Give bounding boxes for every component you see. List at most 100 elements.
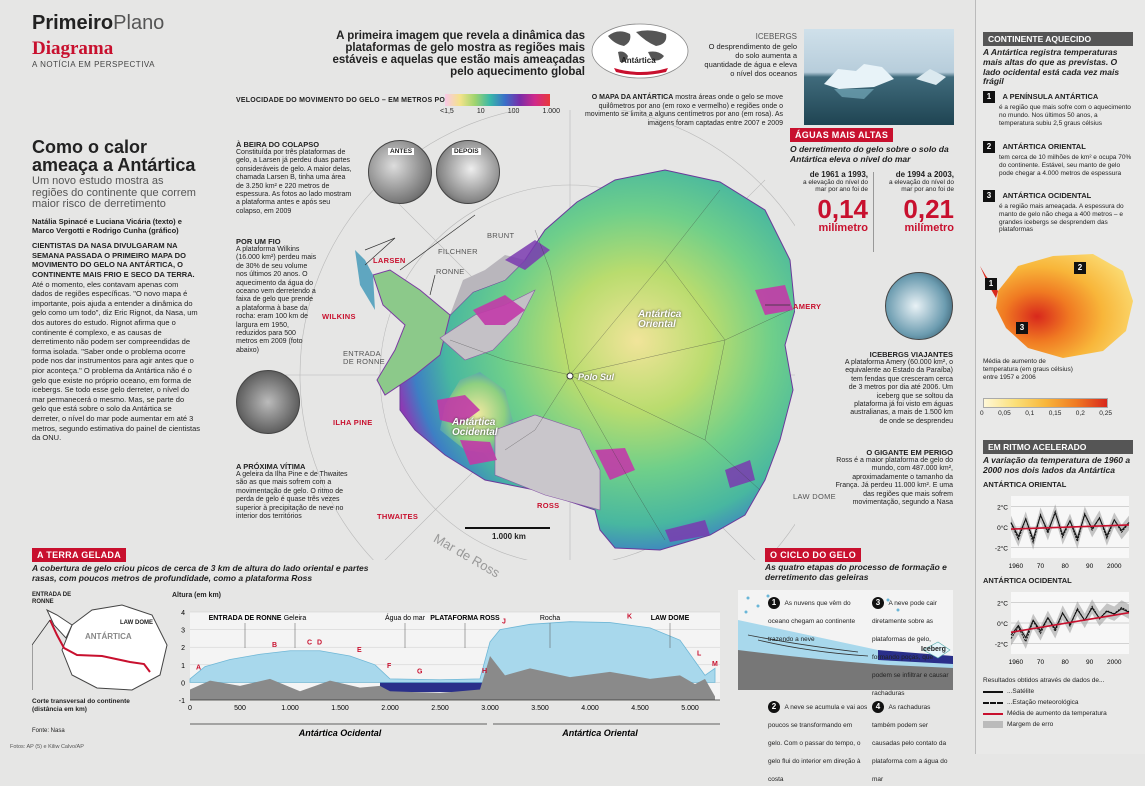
legend-satelite: ...Satélite: [1007, 688, 1035, 695]
ciclo-intro: As quatro etapas do processo de formação…: [765, 562, 947, 582]
profile-section-oriental: Antártica Oriental: [561, 728, 638, 738]
speed-scale-bar: [445, 94, 550, 106]
profile-x-tick: 3.500: [531, 705, 549, 712]
ritmo-legend-title: Resultados obtidos através de dados de..…: [983, 677, 1105, 684]
ciclo-step-2: 2 A neve se acumula e vai aos poucos se …: [768, 696, 868, 786]
temp-x-tick: 80: [1061, 563, 1069, 570]
ciclo-step-4-text: As rachaduras também podem ser causadas …: [872, 704, 948, 783]
callout-vitima-text: A geleira da Ilha Pine e de Thwaites são…: [236, 471, 348, 520]
callout-fio-title: POR UM FIO: [236, 237, 281, 246]
item-2-number: 2: [983, 141, 995, 153]
lead-article: Como o calor ameaça a Antártica Um novo …: [32, 138, 200, 443]
ritmo-ocidental-title: ANTÁRTICA OCIDENTAL: [983, 576, 1072, 585]
heat-tick-0: 0: [980, 410, 984, 417]
fotos-credit: Fotos: AP (5) e Kiliw Calvo/AP: [10, 744, 84, 750]
map-label-brunt: BRUNT: [487, 231, 515, 240]
map-label-law-dome: LAW DOME: [793, 492, 836, 501]
map-scale-label: 1.000 km: [492, 532, 526, 541]
ciclo-step-2-num: 2: [768, 701, 780, 713]
ciclo-step-1: 1 As nuvens que vêm do oceano chegam ao …: [768, 592, 860, 646]
ritmo-header: EM RITMO ACELERADO: [983, 440, 1133, 454]
continente-item-2: 2 ANTÁRTICA ORIENTAL tem cerca de 10 mil…: [983, 136, 1133, 177]
terra-intro: A cobertura de gelo criou picos de cerca…: [32, 563, 369, 583]
map-label-thwaites: THWAITES: [377, 512, 419, 521]
top-intro: A primeira imagem que revela a dinâmica …: [332, 30, 585, 78]
heat-tick-5: 0,25: [1099, 410, 1112, 417]
heat-tick-2: 0,1: [1025, 410, 1035, 417]
temp-x-tick: 1960: [1009, 659, 1024, 666]
map-label-polo-sul: Polo Sul: [578, 372, 614, 382]
map-label-ross: ROSS: [537, 501, 560, 510]
aguas-period-2: de 1994 a 2003, a elevação do nível do m…: [876, 170, 954, 234]
callout-gigante-title: O GIGANTE EM PERIGO: [866, 448, 953, 457]
temp-satellite-line: [1010, 606, 1130, 639]
profile-point-D: D: [317, 640, 322, 647]
heat-legend-bar: [983, 398, 1108, 408]
profile-region-label: PLATAFORMA ROSS: [430, 615, 500, 622]
map-note-caps: O MAPA DA ANTÁRTICA: [591, 94, 674, 101]
ciclo-step-1-text: As nuvens que vêm do oceano chegam ao co…: [768, 600, 856, 643]
profile-region-label: Água do mar: [385, 613, 426, 622]
map-note: O MAPA DA ANTÁRTICA mostra áreas onde o …: [575, 94, 783, 128]
lead-body-caps: CIENTISTAS DA NASA DIVULGARAM NA SEMANA …: [32, 241, 195, 280]
temp-y-tick: -2°C: [995, 641, 1008, 649]
aguas-text: O derretimento do gelo sobre o solo da A…: [790, 144, 949, 164]
aguas-p2-period: de 1994 a 2003,: [895, 170, 954, 179]
profile-point-K: K: [627, 614, 632, 621]
profile-x-tick: 500: [234, 705, 246, 712]
aguas-p1-unit: milímetro: [818, 221, 868, 234]
temp-x-tick: 70: [1037, 659, 1045, 666]
scale-tick-2: 100: [507, 108, 520, 115]
mini-map-antartica: ANTÁRTICA: [85, 632, 132, 641]
profile-point-H: H: [482, 668, 487, 675]
profile-region-label: Geleira: [284, 615, 307, 622]
continente-header: CONTINENTE AQUECIDO: [983, 32, 1133, 46]
ciclo-step-3-text: A neve pode cair diretamente sobre as pl…: [872, 600, 949, 697]
aguas-p1-text: a elevação do nível do mar por ano foi d…: [802, 179, 868, 194]
chart-oriental: 2°C 0°C -2°C 1960 70 80 90 2000: [995, 496, 1130, 570]
profile-sea-water: [380, 682, 482, 693]
lead-body: CIENTISTAS DA NASA DIVULGARAM NA SEMANA …: [32, 241, 200, 442]
profile-point-F: F: [387, 663, 392, 670]
heat-tick-1: 0,05: [998, 410, 1011, 417]
temp-x-tick: 2000: [1107, 659, 1122, 666]
heat-map-marker-1: 1: [985, 278, 997, 290]
map-label-wilkins: WILKINS: [322, 312, 356, 321]
temp-station-line: [1010, 605, 1130, 643]
map-label-ilha-pine: ILHA PINE: [333, 418, 373, 427]
globe-label: Antártica: [621, 56, 656, 65]
ritmo-legend: Resultados obtidos através de dados de..…: [983, 677, 1141, 730]
mini-map-entrada: ENTRADA DE RONNE: [32, 592, 72, 605]
ciclo-step-1-num: 1: [768, 597, 780, 609]
temp-trend-line: [1010, 611, 1130, 634]
callout-viajantes-text: A plataforma Amery (60.000 km², o equiva…: [844, 359, 953, 425]
callout-gigante: O GIGANTE EM PERIGO Ross é a maior plata…: [833, 448, 953, 507]
item-1-text: é a região que mais sofre com o aquecime…: [999, 104, 1131, 127]
profile-point-G: G: [417, 668, 423, 675]
profile-ice-area: [189, 621, 716, 683]
profile-point-A: A: [196, 665, 201, 672]
masthead-title-bold: Primeiro: [32, 12, 114, 34]
map-label-ronne: RONNE: [436, 267, 465, 276]
corte-label: Corte transversal do continente (distânc…: [32, 698, 130, 713]
scale-tick-0: <1,5: [440, 108, 454, 115]
temp-y-tick: 0°C: [997, 524, 1008, 532]
lead-credits: Natália Spinacé e Luciana Vicária (texto…: [32, 216, 182, 235]
callout-vitima-title: A PRÓXIMA VÍTIMA: [236, 462, 306, 471]
temp-y-tick: 2°C: [997, 503, 1008, 511]
profile-point-J: J: [502, 619, 506, 626]
ciclo-header: O CICLO DO GELO: [765, 548, 862, 562]
chart-ocidental: 2°C 0°C -2°C 1960 70 80 90 2000: [995, 592, 1130, 666]
legend-row-margem: Margem de erro: [983, 719, 1141, 730]
callout-vitima: A PRÓXIMA VÍTIMA A geleira da Ilha Pine …: [236, 462, 358, 521]
aguas-p1-period: de 1961 a 1993,: [809, 170, 868, 179]
map-note-text: mostra áreas onde o gelo se move quilôme…: [584, 94, 783, 127]
map-label-larsen: LARSEN: [373, 256, 406, 265]
map-label-filchner: FILCHNER: [438, 247, 478, 256]
profile-section-ocidental: Antártica Ocidental: [298, 728, 382, 738]
profile-point-E: E: [357, 647, 362, 654]
ciclo-step-3: 3 A neve pode cair diretamente sobre as …: [872, 592, 954, 700]
temp-x-tick: 80: [1061, 659, 1069, 666]
antarctica-ice-map: [285, 110, 795, 560]
section-title: Diagrama: [32, 38, 114, 59]
